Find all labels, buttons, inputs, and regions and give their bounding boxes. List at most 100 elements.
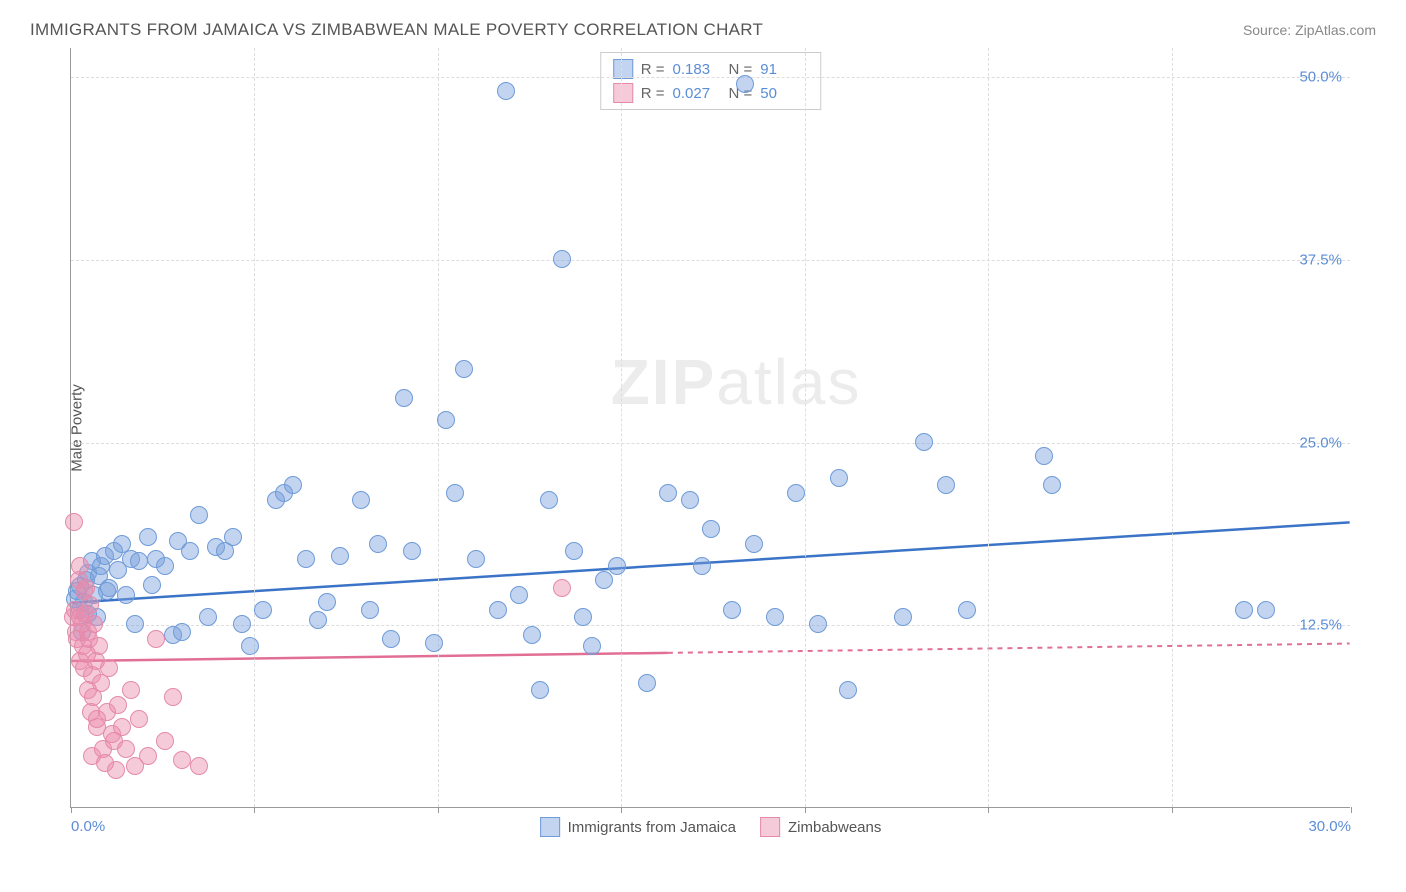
gridline-horizontal	[71, 260, 1350, 261]
scatter-point	[497, 82, 515, 100]
scatter-point	[608, 557, 626, 575]
scatter-point	[71, 557, 89, 575]
scatter-point	[297, 550, 315, 568]
y-tick-label: 12.5%	[1299, 617, 1342, 634]
scatter-point	[510, 586, 528, 604]
stats-legend-row: R =0.027N =50	[613, 81, 809, 105]
scatter-point	[109, 696, 127, 714]
scatter-point	[331, 547, 349, 565]
scatter-point	[958, 601, 976, 619]
scatter-point	[523, 626, 541, 644]
scatter-point	[173, 623, 191, 641]
scatter-point	[85, 615, 103, 633]
scatter-point	[693, 557, 711, 575]
scatter-point	[787, 484, 805, 502]
r-value: 0.027	[673, 85, 721, 102]
scatter-point	[894, 608, 912, 626]
scatter-point	[139, 528, 157, 546]
scatter-point	[369, 535, 387, 553]
scatter-point	[395, 389, 413, 407]
chart-title: IMMIGRANTS FROM JAMAICA VS ZIMBABWEAN MA…	[30, 20, 763, 40]
scatter-point	[574, 608, 592, 626]
gridline-horizontal	[71, 77, 1350, 78]
scatter-point	[352, 491, 370, 509]
scatter-point	[107, 761, 125, 779]
x-tick	[988, 807, 989, 813]
scatter-point	[139, 747, 157, 765]
scatter-point	[100, 659, 118, 677]
legend-swatch	[613, 83, 633, 103]
scatter-point	[937, 476, 955, 494]
scatter-point	[199, 608, 217, 626]
legend-swatch	[760, 817, 780, 837]
scatter-point	[100, 579, 118, 597]
gridline-horizontal	[71, 443, 1350, 444]
scatter-point	[745, 535, 763, 553]
scatter-point	[309, 611, 327, 629]
x-tick	[438, 807, 439, 813]
x-tick	[254, 807, 255, 813]
trend-lines	[71, 48, 1350, 807]
source-name: ZipAtlas.com	[1295, 22, 1376, 38]
n-value: 50	[760, 85, 808, 102]
series-legend: Immigrants from JamaicaZimbabweans	[540, 817, 882, 837]
scatter-point	[143, 576, 161, 594]
scatter-point	[809, 615, 827, 633]
x-tick	[71, 807, 72, 813]
scatter-point	[915, 433, 933, 451]
correlation-chart: IMMIGRANTS FROM JAMAICA VS ZIMBABWEAN MA…	[20, 20, 1386, 872]
n-value: 91	[760, 61, 808, 78]
scatter-point	[839, 681, 857, 699]
scatter-point	[565, 542, 583, 560]
legend-swatch	[613, 59, 633, 79]
legend-swatch	[540, 817, 560, 837]
scatter-point	[467, 550, 485, 568]
scatter-point	[130, 710, 148, 728]
scatter-point	[190, 506, 208, 524]
scatter-point	[147, 630, 165, 648]
stats-legend: R =0.183N =91R =0.027N =50	[600, 52, 822, 110]
scatter-point	[531, 681, 549, 699]
scatter-point	[1257, 601, 1275, 619]
scatter-point	[90, 637, 108, 655]
series-legend-label: Zimbabweans	[788, 819, 881, 836]
x-tick	[621, 807, 622, 813]
gridline-vertical	[254, 48, 255, 807]
scatter-point	[595, 571, 613, 589]
scatter-point	[553, 250, 571, 268]
scatter-point	[81, 596, 99, 614]
source-attribution: Source: ZipAtlas.com	[1243, 22, 1376, 38]
source-label: Source:	[1243, 22, 1291, 38]
y-tick-label: 25.0%	[1299, 434, 1342, 451]
r-label: R =	[641, 85, 665, 102]
plot-area: Male Poverty ZIPatlas R =0.183N =91R =0.…	[70, 48, 1350, 808]
y-tick-label: 37.5%	[1299, 251, 1342, 268]
trend-line-dashed	[668, 644, 1350, 653]
scatter-point	[224, 528, 242, 546]
scatter-point	[284, 476, 302, 494]
x-tick	[1351, 807, 1352, 813]
x-tick	[805, 807, 806, 813]
r-label: R =	[641, 61, 665, 78]
scatter-point	[122, 681, 140, 699]
scatter-point	[553, 579, 571, 597]
scatter-point	[318, 593, 336, 611]
gridline-vertical	[438, 48, 439, 807]
scatter-point	[489, 601, 507, 619]
trend-line-solid	[71, 653, 668, 661]
gridline-vertical	[805, 48, 806, 807]
gridline-vertical	[988, 48, 989, 807]
scatter-point	[702, 520, 720, 538]
scatter-point	[540, 491, 558, 509]
scatter-point	[681, 491, 699, 509]
scatter-point	[113, 718, 131, 736]
y-tick-label: 50.0%	[1299, 69, 1342, 86]
scatter-point	[766, 608, 784, 626]
scatter-point	[254, 601, 272, 619]
scatter-point	[156, 557, 174, 575]
scatter-point	[181, 542, 199, 560]
r-value: 0.183	[673, 61, 721, 78]
x-tick-label: 0.0%	[71, 818, 105, 835]
scatter-point	[659, 484, 677, 502]
scatter-point	[164, 688, 182, 706]
